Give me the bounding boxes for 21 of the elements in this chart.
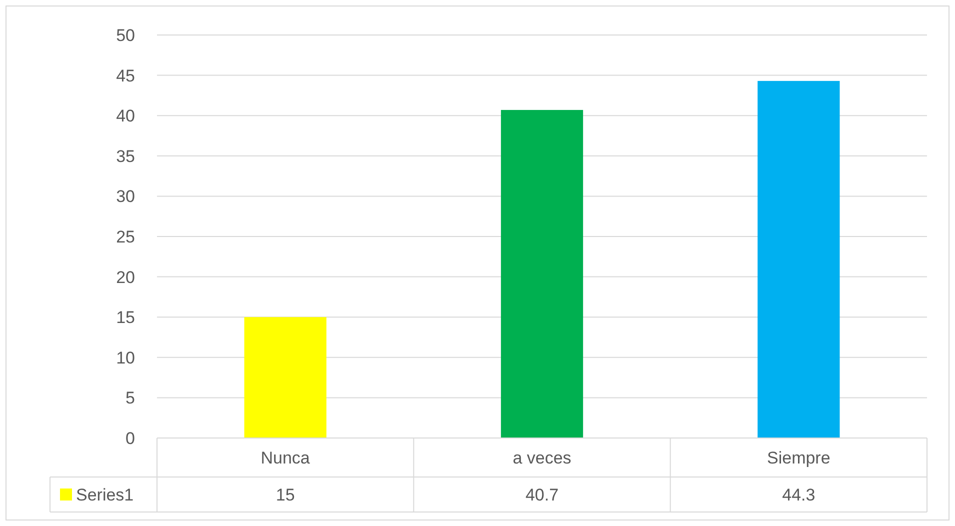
x-tick-label: a veces: [512, 448, 572, 468]
y-tick-label: 10: [116, 348, 135, 368]
data-label: 15: [276, 485, 295, 504]
data-label: 40.7: [525, 485, 559, 504]
y-tick-label: 50: [116, 26, 135, 45]
x-tick-label: Siempre: [767, 448, 830, 468]
y-tick-label: 25: [116, 227, 135, 246]
y-tick-label: 5: [126, 388, 135, 408]
bar: [244, 317, 326, 438]
bar: [500, 110, 584, 438]
y-tick-label: 0: [126, 428, 135, 448]
x-tick-label: Nunca: [260, 448, 310, 468]
data-label: 44.3: [782, 485, 816, 504]
bar: [758, 80, 840, 438]
y-tick-label: 45: [116, 66, 135, 86]
y-tick-label: 20: [116, 268, 135, 287]
y-tick-label: 15: [116, 308, 135, 328]
legend-label: Series1: [76, 485, 134, 504]
y-tick-label: 30: [116, 187, 135, 206]
y-tick-label: 35: [116, 146, 135, 166]
y-tick-label: 40: [116, 106, 135, 126]
